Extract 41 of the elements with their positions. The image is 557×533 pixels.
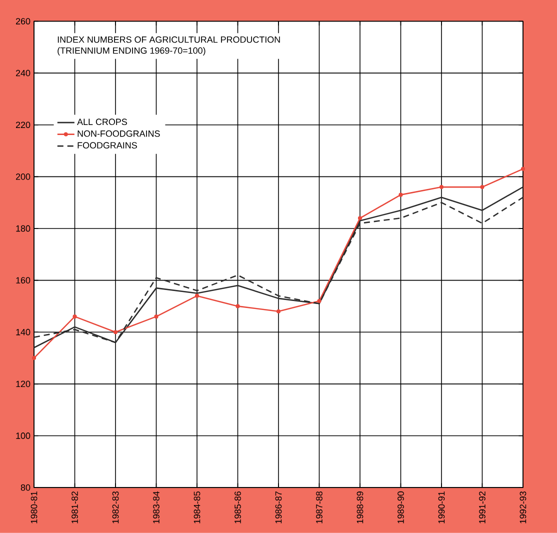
point <box>358 216 362 220</box>
x-tick-label: 1991-92 <box>479 492 486 524</box>
x-tick-label: 1984-85 <box>194 491 200 524</box>
point <box>480 185 484 190</box>
x-tick-label: 1986-87 <box>275 492 282 524</box>
point <box>520 166 526 171</box>
x-tick-label: 1992-93 <box>520 492 526 524</box>
point <box>317 299 322 304</box>
text: (TRIENNIUM ENDING 1969-70=100) <box>58 47 206 56</box>
point <box>236 304 240 308</box>
x-tick-label: 1983-84 <box>153 491 160 524</box>
y-tick-label: 220 <box>16 122 30 128</box>
y-tick-label: 180 <box>16 225 30 232</box>
point <box>439 185 444 190</box>
legend-label: NON-FOODGRAINS <box>78 130 160 137</box>
y-tick-label: 80 <box>20 484 30 491</box>
legend-label: ALL CROPS <box>77 118 127 126</box>
point <box>72 314 77 319</box>
y-tick-label: 140 <box>16 328 30 336</box>
legend-label: FOODGRAINS <box>78 142 137 149</box>
x-tick-label: 1987-88 <box>316 492 322 524</box>
y-tick-label: 200 <box>16 174 30 180</box>
y-tick-label: 120 <box>16 380 30 388</box>
point <box>154 314 158 319</box>
point <box>398 192 403 197</box>
x-tick-label: 1985-86 <box>234 492 241 524</box>
y-tick-label: 100 <box>16 432 30 439</box>
x-tick-label: 1982-83 <box>112 492 119 524</box>
x-tick-label: 1990-91 <box>438 492 445 524</box>
x-tick-label: 1981-82 <box>72 492 78 524</box>
x-tick-label: 1980-81 <box>30 492 38 524</box>
y-tick-label: 260 <box>16 18 30 24</box>
point <box>276 309 281 314</box>
y-tick-label: 160 <box>16 277 30 284</box>
point <box>194 294 200 298</box>
x-tick-label: 1988-89 <box>356 492 364 524</box>
x-tick-label: 1989-90 <box>398 491 404 524</box>
text: INDEX NUMBERS OF AGRICULTURAL PRODUCTION <box>58 36 280 43</box>
y-tick-label: 240 <box>16 70 30 76</box>
point <box>113 330 118 334</box>
point <box>32 356 36 360</box>
